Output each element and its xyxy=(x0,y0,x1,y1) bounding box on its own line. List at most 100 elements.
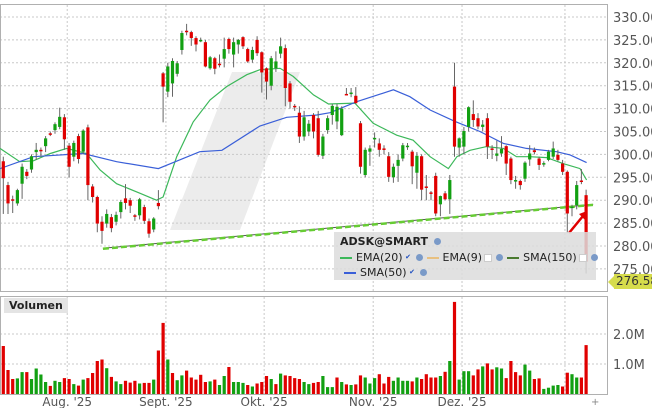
sma50-swatch xyxy=(344,271,356,274)
volume-bar xyxy=(105,368,109,394)
ema9-settings-icon[interactable] xyxy=(496,254,504,261)
volume-bar xyxy=(575,377,579,394)
candle-body xyxy=(53,124,57,131)
price-panel-frame xyxy=(0,4,608,292)
candle xyxy=(485,113,489,159)
volume-bar xyxy=(213,379,217,394)
volume-bar xyxy=(485,363,489,394)
candle-body xyxy=(123,198,128,203)
candle-body xyxy=(114,214,118,222)
ema20-swatch xyxy=(340,256,352,259)
candle-body xyxy=(382,148,386,150)
candle xyxy=(434,172,438,217)
legend-sma150[interactable]: SMA(150) xyxy=(523,251,577,264)
candle-body xyxy=(279,46,283,54)
candle xyxy=(311,113,316,139)
candle-body xyxy=(311,115,316,132)
volume-bar xyxy=(255,383,259,394)
candle-body xyxy=(387,156,391,177)
candle xyxy=(109,213,113,233)
candle xyxy=(293,104,297,111)
candle-body xyxy=(133,215,137,217)
red-arrow-annotation xyxy=(568,211,587,234)
expand-icon[interactable]: + xyxy=(591,397,599,408)
candle-body xyxy=(349,92,353,95)
candle xyxy=(363,147,367,178)
volume-bar xyxy=(499,368,504,394)
candle-body xyxy=(396,159,400,166)
candle xyxy=(86,124,90,201)
candle-body xyxy=(288,83,292,102)
sma150-swatch xyxy=(507,256,520,259)
ema20-settings-icon[interactable] xyxy=(415,254,423,261)
date-tick-label: Nov. '25 xyxy=(349,395,398,408)
volume-bar xyxy=(246,385,250,394)
volume-bar xyxy=(147,382,151,394)
candle xyxy=(467,106,471,132)
candle xyxy=(410,149,414,185)
sma150-settings-icon[interactable] xyxy=(590,254,598,261)
candle xyxy=(354,87,358,105)
candle-body xyxy=(20,166,24,184)
legend-sma50[interactable]: SMA(50) xyxy=(360,266,407,279)
candle xyxy=(199,37,203,43)
candle-body xyxy=(448,180,452,200)
candle xyxy=(81,129,85,155)
candle xyxy=(556,149,560,162)
candle xyxy=(561,159,565,176)
candle xyxy=(575,180,579,210)
candle xyxy=(58,107,62,130)
candle-body xyxy=(269,58,273,86)
candle-body xyxy=(358,123,363,167)
volume-bar xyxy=(546,387,551,394)
candle xyxy=(382,145,386,155)
ema9-checkbox[interactable] xyxy=(484,253,493,262)
candle-body xyxy=(264,68,269,82)
volume-bar xyxy=(194,379,198,394)
legend-ema9[interactable]: EMA(9) xyxy=(442,251,483,264)
candle-body xyxy=(561,163,565,172)
volume-bar xyxy=(570,374,574,394)
candle xyxy=(53,122,57,134)
volume-bar xyxy=(429,377,433,394)
candle-body xyxy=(293,105,297,108)
volume-bar xyxy=(354,384,358,394)
sma50-checkbox[interactable]: ✔ xyxy=(409,268,416,276)
volume-bar xyxy=(377,374,381,394)
volume-bar xyxy=(401,380,405,394)
candle xyxy=(373,132,377,148)
volume-bar xyxy=(109,376,113,394)
candle xyxy=(514,175,518,189)
candle-body xyxy=(523,162,527,179)
candle xyxy=(133,213,137,221)
candle xyxy=(274,51,278,72)
candle xyxy=(368,145,372,166)
volume-bar xyxy=(53,380,57,394)
candle xyxy=(377,138,381,157)
symbol-settings-icon[interactable] xyxy=(433,238,441,245)
sma50-settings-icon[interactable] xyxy=(419,269,427,276)
candle-body xyxy=(476,118,480,127)
sma150-checkbox[interactable] xyxy=(578,253,587,262)
candle-body xyxy=(575,185,579,206)
candle xyxy=(415,152,419,189)
candle-body xyxy=(467,107,471,127)
candle xyxy=(189,30,193,46)
candle-body xyxy=(579,180,583,183)
legend-ema20[interactable]: EMA(20) xyxy=(356,251,403,264)
volume-bar xyxy=(199,374,203,394)
volume-bar xyxy=(420,379,424,394)
candle xyxy=(462,126,466,155)
candle xyxy=(330,104,334,125)
date-tick-label: Dez. '25 xyxy=(437,395,486,408)
trendline[interactable] xyxy=(102,203,594,251)
volume-bar xyxy=(330,387,334,394)
candle xyxy=(142,204,146,225)
price-tick-label: 320.00 xyxy=(613,57,652,72)
ema20-checkbox[interactable]: ✔ xyxy=(405,253,411,261)
candle xyxy=(119,200,123,219)
volume-bar xyxy=(391,380,395,394)
volume-bar xyxy=(565,372,569,394)
candle xyxy=(170,58,175,97)
